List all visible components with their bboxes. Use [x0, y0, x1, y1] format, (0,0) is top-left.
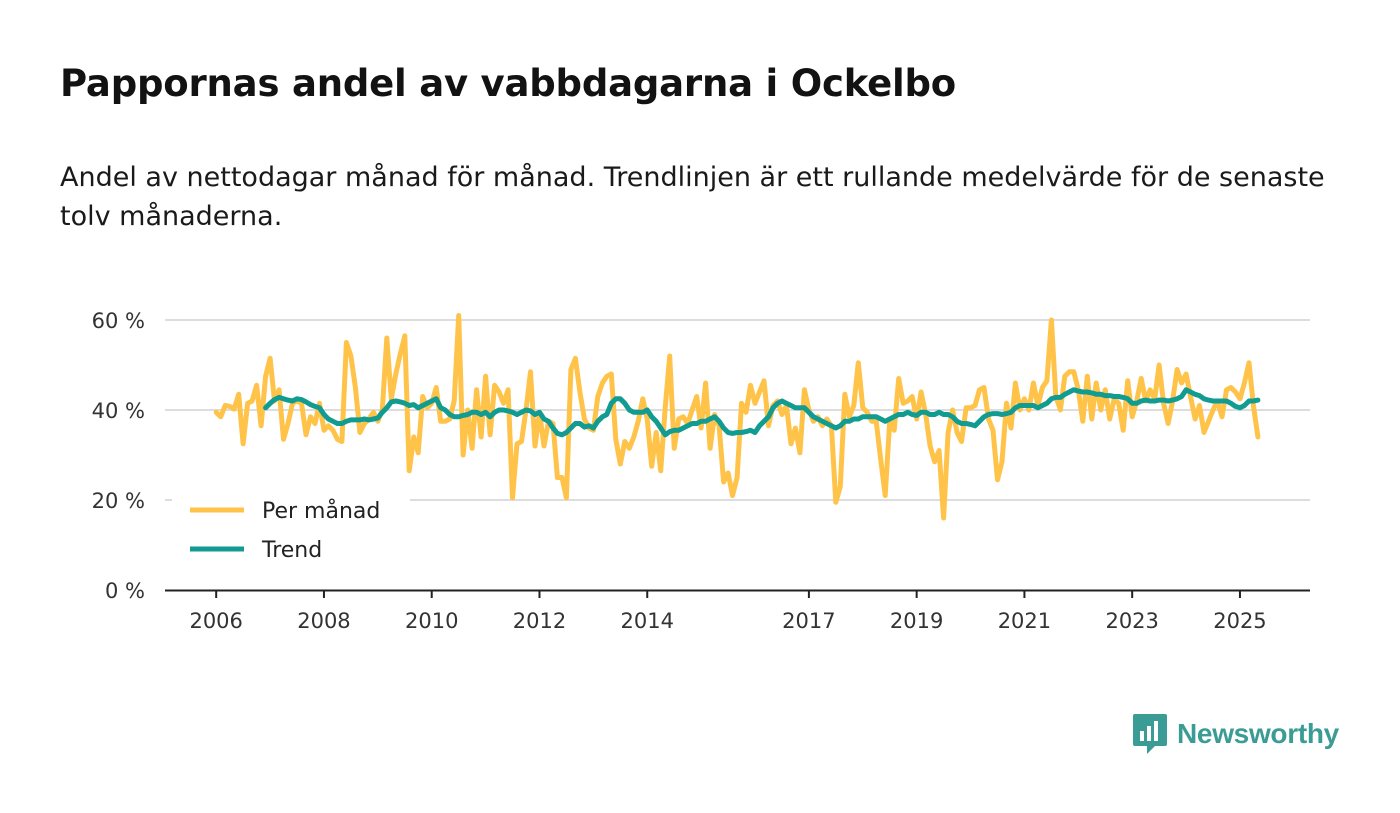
- x-tick-label: 2012: [513, 609, 566, 633]
- series-line-trend: [263, 387, 1261, 438]
- x-axis-ticks: 2006 2008 2010 2012 2014 2017 2019 2021 2023 2025: [189, 590, 1267, 633]
- newsworthy-logo-icon: [1133, 714, 1167, 754]
- x-tick-label: 2023: [1105, 609, 1158, 633]
- y-tick-label: 20 %: [92, 489, 145, 513]
- y-axis-ticks: 0 % 20 % 40 % 60 %: [92, 309, 145, 603]
- legend-label-trend: Trend: [261, 538, 322, 563]
- y-tick-label: 0 %: [105, 579, 145, 603]
- legend-label-per-manad: Per månad: [262, 498, 380, 524]
- x-tick-label: 2010: [405, 609, 458, 633]
- series-lines: [213, 313, 1261, 521]
- x-tick-label: 2019: [890, 609, 943, 633]
- chart-title: Pappornas andel av vabbdagarna i Ockelbo: [60, 62, 957, 105]
- x-tick-label: 2021: [998, 609, 1051, 633]
- brand-name: Newsworthy: [1177, 718, 1339, 749]
- chart-subtitle: Andel av nettodagar månad för månad. Tre…: [60, 162, 1325, 232]
- x-tick-label: 2014: [621, 609, 674, 633]
- legend-background: [172, 490, 410, 574]
- x-tick-label: 2025: [1213, 609, 1266, 633]
- x-tick-label: 2008: [297, 609, 350, 633]
- y-tick-label: 60 %: [92, 309, 145, 333]
- newsworthy-logo: Newsworthy: [1133, 713, 1339, 755]
- x-tick-label: 2006: [189, 609, 242, 633]
- x-tick-label: 2017: [782, 609, 835, 633]
- series-line-per-manad: [213, 313, 1261, 521]
- legend: Per månad Trend: [172, 490, 410, 574]
- y-tick-label: 40 %: [92, 399, 145, 423]
